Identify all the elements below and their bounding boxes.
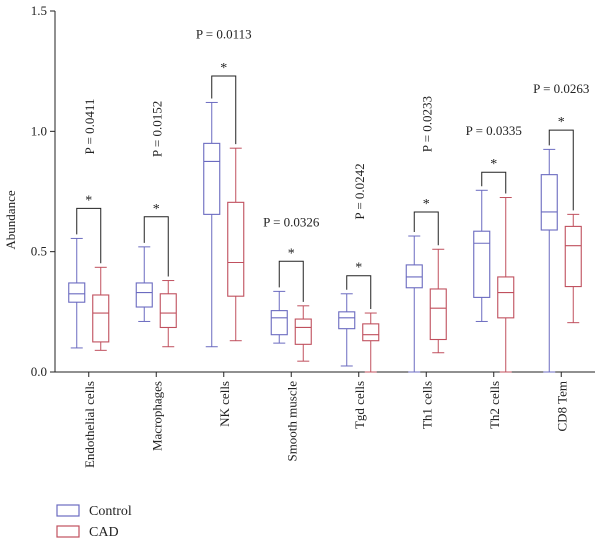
category-label: Th1 cells — [419, 381, 434, 429]
y-tick-label: 1.5 — [31, 3, 47, 18]
significance-star: * — [423, 197, 430, 212]
significance-bracket — [143, 216, 169, 277]
significance-star: * — [288, 246, 295, 261]
significance-bracket — [481, 171, 507, 194]
significance-star: * — [490, 157, 497, 172]
box-cad — [497, 197, 515, 373]
legend-label-cad: CAD — [89, 525, 119, 540]
category-label: Tgd cells — [352, 381, 367, 429]
comparison-8: * P = 0.0263 — [533, 81, 589, 211]
box-iqr — [68, 282, 86, 303]
box-iqr — [135, 282, 153, 308]
p-value-label: P = 0.0233 — [419, 96, 434, 152]
box-control — [203, 101, 221, 348]
p-value-label: P = 0.0326 — [263, 214, 320, 229]
box-iqr — [540, 174, 558, 231]
legend: Control CAD — [56, 504, 132, 540]
legend-swatch-cad — [56, 525, 80, 538]
category-label: Macrophages — [149, 381, 164, 451]
p-value-label: P = 0.0152 — [149, 101, 164, 157]
significance-bracket — [413, 211, 439, 246]
p-value-label: P = 0.0335 — [466, 123, 522, 138]
category-label: Smooth muscle — [284, 381, 299, 462]
p-value-label: P = 0.0411 — [82, 99, 97, 155]
box-control — [270, 290, 288, 344]
legend-swatch-control — [56, 504, 80, 517]
box-iqr — [405, 264, 423, 289]
comparison-7: * P = 0.0335 — [466, 123, 522, 194]
box-control — [540, 148, 558, 373]
box-iqr — [362, 323, 380, 342]
box-control — [68, 237, 86, 349]
significance-bracket — [548, 129, 574, 211]
category-label: CD8 Tem — [554, 381, 569, 432]
p-value-label: P = 0.0242 — [352, 163, 367, 219]
box-iqr — [270, 310, 288, 336]
boxes — [68, 101, 582, 377]
category-label: NK cells — [217, 381, 232, 427]
box-iqr — [294, 318, 312, 345]
significance-bracket — [76, 207, 102, 264]
significance-brackets: * P = 0.0411 * P = 0.0152 * P = 0.0113 * P = 0.… — [76, 27, 589, 310]
box-cad — [92, 266, 110, 351]
significance-star: * — [85, 193, 92, 208]
category-label: Th2 cells — [487, 381, 502, 429]
y-axis-label: Abundance — [3, 190, 18, 249]
box-cad — [564, 213, 582, 324]
box-control — [405, 235, 423, 373]
y-tick-label: 0.5 — [31, 244, 47, 259]
box-iqr — [338, 311, 356, 330]
legend-item-cad: CAD — [56, 525, 119, 540]
box-iqr — [92, 294, 110, 343]
box-iqr — [429, 288, 447, 341]
category-labels: Endothelial cells Macrophages NK cells Smoo… — [82, 381, 570, 468]
significance-star: * — [558, 115, 565, 130]
box-cad — [159, 280, 177, 348]
box-iqr — [473, 230, 491, 298]
legend-label-control: Control — [89, 504, 132, 519]
box-iqr — [564, 225, 582, 288]
y-tick-label: 0.0 — [31, 364, 47, 379]
y-tick-label: 1.0 — [31, 123, 47, 138]
comparison-1: * P = 0.0411 — [76, 99, 102, 264]
box-iqr — [203, 142, 221, 215]
significance-bracket — [211, 75, 237, 145]
comparison-5: * P = 0.0242 — [346, 163, 372, 310]
box-cad — [429, 248, 447, 354]
significance-bracket — [278, 260, 304, 302]
box-cad — [294, 305, 312, 362]
box-control — [473, 189, 491, 322]
significance-star: * — [355, 261, 362, 276]
p-value-label: P = 0.0113 — [196, 27, 252, 42]
box-control — [338, 293, 356, 367]
comparison-6: * P = 0.0233 — [413, 96, 439, 246]
p-value-label: P = 0.0263 — [533, 81, 589, 96]
significance-star: * — [220, 61, 227, 76]
y-axis-ticks: 0.0 0.5 1.0 1.5 — [31, 3, 55, 379]
category-label: Endothelial cells — [82, 381, 97, 468]
box-iqr — [159, 293, 177, 329]
significance-bracket — [346, 275, 372, 310]
box-cad — [227, 147, 245, 342]
box-iqr — [227, 201, 245, 297]
box-cad — [362, 312, 380, 373]
comparison-2: * P = 0.0152 — [143, 101, 169, 277]
significance-star: * — [153, 202, 160, 217]
comparison-4: * P = 0.0326 — [263, 214, 320, 302]
legend-item-control: Control — [56, 504, 132, 519]
comparison-3: * P = 0.0113 — [196, 27, 252, 145]
box-iqr — [497, 276, 515, 319]
box-control — [135, 246, 153, 322]
